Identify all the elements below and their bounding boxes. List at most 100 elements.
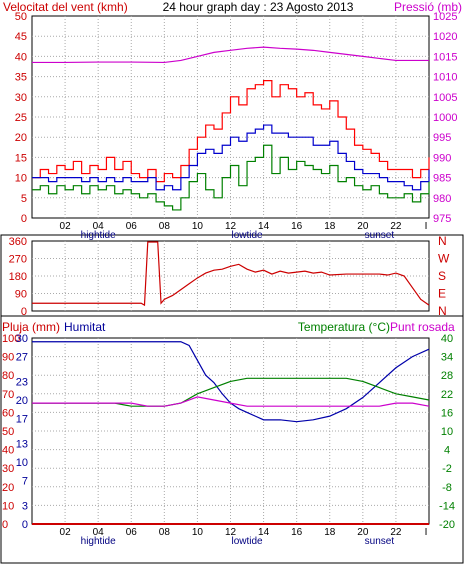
wind-low-series-line — [32, 144, 430, 211]
wind-speed-tick-label: 40 — [15, 51, 27, 63]
hour-tick-label: 18 — [324, 221, 336, 232]
wind-direction-tick-label: 0 — [21, 306, 27, 318]
wind-speed-tick-label: 0 — [21, 213, 27, 225]
temperature-tick-label: 40 — [441, 333, 453, 345]
temperature-tick-label: 10 — [441, 426, 453, 438]
hour-tick-label: I — [425, 527, 428, 538]
tide-sun-event-label: lowtide — [231, 536, 263, 547]
temperature-axis-title: Temperatura (°C) — [298, 320, 390, 334]
temperature-tick-label: -2 — [442, 463, 452, 475]
rain-tick-label: 0 — [2, 519, 8, 531]
wind-speed-tick-label: 35 — [15, 72, 27, 84]
wind-avg-series-line — [32, 124, 430, 191]
tide-sun-event-label: lowtide — [231, 230, 263, 241]
hour-tick-label: 02 — [60, 527, 72, 538]
rain-axis-title: Pluja (mm) — [2, 320, 60, 334]
humidity-tick-label: 30 — [16, 333, 28, 345]
pressure-tick-label: 990 — [433, 152, 451, 164]
hour-tick-label: 20 — [357, 527, 369, 538]
hour-tick-label: 14 — [258, 221, 270, 232]
pressure-tick-label: 1005 — [433, 92, 457, 104]
humidity-axis-title: Humitat — [64, 320, 106, 334]
wind-direction-tick-label: 360 — [9, 236, 27, 248]
tide-sun-event-label: hightide — [81, 230, 116, 241]
temperature-tick-label: 22 — [441, 389, 453, 401]
rain-tick-label: 30 — [2, 463, 14, 475]
rain-tick-label: 80 — [2, 370, 14, 382]
pressure-tick-label: 1000 — [433, 112, 457, 124]
humidity-tick-label: 0 — [22, 519, 28, 531]
compass-direction-label: W — [438, 252, 450, 266]
compass-direction-label: E — [438, 287, 446, 301]
pressure-series-line — [32, 46, 429, 64]
compass-direction-label: N — [438, 304, 447, 318]
rain-tick-label: 90 — [2, 352, 14, 364]
tide-sun-event-label: sunset — [365, 230, 395, 241]
humidity-tick-label: 7 — [22, 476, 28, 488]
wind-speed-axis-title: Velocitat del vent (kmh) — [3, 0, 128, 14]
wind-speed-tick-label: 5 — [21, 193, 27, 205]
wind-speed-tick-label: 20 — [15, 132, 27, 144]
pressure-tick-label: 1020 — [433, 31, 457, 43]
hour-tick-label: 04 — [93, 221, 105, 232]
humidity-series-line — [32, 341, 430, 423]
hour-tick-label: 20 — [357, 221, 369, 232]
lower-section-border — [0, 234, 464, 564]
pressure-tick-label: 980 — [433, 193, 451, 205]
wind-direction-series-line — [32, 241, 430, 307]
series-layer — [32, 46, 430, 525]
temperature-tick-label: 4 — [444, 445, 450, 457]
temperature-tick-label: 28 — [441, 370, 453, 382]
pressure-tick-label: 1015 — [433, 51, 457, 63]
tick-label-layer: 0510152025303540455097598098599099510001… — [2, 11, 457, 547]
humidity-tick-label: 10 — [16, 457, 28, 469]
temperature-tick-label: 34 — [441, 352, 453, 364]
wind-speed-tick-label: 10 — [15, 173, 27, 185]
pressure-tick-label: 975 — [433, 213, 451, 225]
dewpoint-axis-title: Punt rosada — [390, 320, 455, 334]
pressure-tick-label: 985 — [433, 173, 451, 185]
hour-tick-label: 12 — [225, 527, 237, 538]
wind-speed-tick-label: 30 — [15, 92, 27, 104]
hour-tick-label: 16 — [291, 221, 303, 232]
hour-tick-label: 08 — [159, 221, 171, 232]
hour-tick-label: 18 — [324, 527, 336, 538]
hour-tick-label: 06 — [126, 527, 138, 538]
hour-tick-label: 22 — [390, 527, 402, 538]
hour-tick-label: 10 — [192, 527, 204, 538]
graph-title: 24 hour graph day : 23 Agosto 2013 — [163, 0, 354, 14]
hour-tick-label: 10 — [192, 221, 204, 232]
rain-tick-label: 40 — [2, 445, 14, 457]
compass-direction-label: N — [438, 234, 447, 248]
tide-sun-event-label: hightide — [81, 536, 116, 547]
temperature-tick-label: -14 — [439, 500, 455, 512]
wind-direction-tick-label: 90 — [15, 289, 27, 301]
hour-tick-label: 04 — [93, 527, 105, 538]
temperature-tick-label: -8 — [442, 482, 452, 494]
temperature-tick-label: -20 — [439, 519, 455, 531]
temperature-tick-label: 16 — [441, 407, 453, 419]
hour-tick-label: 12 — [225, 221, 237, 232]
rain-tick-label: 100 — [2, 333, 20, 345]
rain-tick-label: 10 — [2, 500, 14, 512]
humidity-tick-label: 3 — [22, 500, 28, 512]
humidity-tick-label: 13 — [16, 438, 28, 450]
hour-tick-label: 22 — [390, 221, 402, 232]
pressure-axis-title: Pressió (mb) — [394, 0, 462, 14]
hour-tick-label: 06 — [126, 221, 138, 232]
humidity-tick-label: 17 — [16, 414, 28, 426]
dewpoint-series-line — [32, 396, 430, 407]
humidity-tick-label: 20 — [16, 395, 28, 407]
pressure-tick-label: 1025 — [433, 11, 457, 23]
wind-speed-tick-label: 15 — [15, 152, 27, 164]
hour-tick-label: 14 — [258, 527, 270, 538]
pressure-tick-label: 1010 — [433, 72, 457, 84]
rain-tick-label: 20 — [2, 482, 14, 494]
tide-sun-event-label: sunset — [365, 536, 395, 547]
wind-speed-tick-label: 45 — [15, 31, 27, 43]
hour-tick-label: 08 — [159, 527, 171, 538]
pressure-tick-label: 995 — [433, 132, 451, 144]
humidity-tick-label: 23 — [16, 376, 28, 388]
rain-tick-label: 70 — [2, 389, 14, 401]
